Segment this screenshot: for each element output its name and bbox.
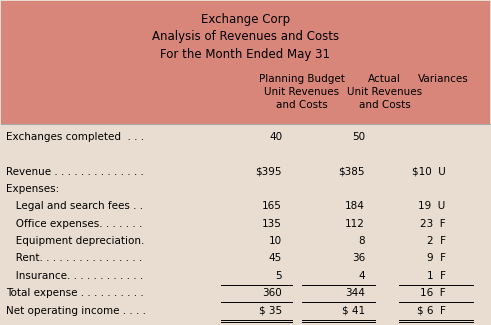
Text: 19  U: 19 U <box>418 202 446 211</box>
Text: Exchange Corp: Exchange Corp <box>201 13 290 26</box>
FancyBboxPatch shape <box>1 1 490 124</box>
Text: 16  F: 16 F <box>420 288 446 298</box>
Text: 45: 45 <box>269 254 282 264</box>
Text: Rent. . . . . . . . . . . . . . . .: Rent. . . . . . . . . . . . . . . . <box>6 254 142 264</box>
Text: 23  F: 23 F <box>420 219 446 229</box>
Text: Insurance. . . . . . . . . . . .: Insurance. . . . . . . . . . . . <box>6 271 143 281</box>
Text: $385: $385 <box>339 167 365 176</box>
Text: Analysis of Revenues and Costs: Analysis of Revenues and Costs <box>152 31 339 44</box>
Text: Variances: Variances <box>418 74 468 84</box>
Text: $ 35: $ 35 <box>259 306 282 316</box>
Text: 50: 50 <box>352 132 365 142</box>
Text: Revenue . . . . . . . . . . . . . .: Revenue . . . . . . . . . . . . . . <box>6 167 144 176</box>
Text: $395: $395 <box>256 167 282 176</box>
Text: 10: 10 <box>269 236 282 246</box>
Text: Total expense . . . . . . . . . .: Total expense . . . . . . . . . . <box>6 288 144 298</box>
Text: Equipment depreciation.: Equipment depreciation. <box>6 236 145 246</box>
Text: 4: 4 <box>358 271 365 281</box>
Text: 8: 8 <box>358 236 365 246</box>
Text: 5: 5 <box>275 271 282 281</box>
Text: Planning Budget
Unit Revenues
and Costs: Planning Budget Unit Revenues and Costs <box>259 74 345 110</box>
Text: 184: 184 <box>345 202 365 211</box>
Text: 36: 36 <box>352 254 365 264</box>
Text: Exchanges completed  . . .: Exchanges completed . . . <box>6 132 144 142</box>
Text: 40: 40 <box>269 132 282 142</box>
Text: $ 6  F: $ 6 F <box>417 306 446 316</box>
Text: $ 41: $ 41 <box>342 306 365 316</box>
Text: Office expenses. . . . . . .: Office expenses. . . . . . . <box>6 219 143 229</box>
Text: 112: 112 <box>345 219 365 229</box>
Text: 135: 135 <box>262 219 282 229</box>
Text: 165: 165 <box>262 202 282 211</box>
Text: 344: 344 <box>345 288 365 298</box>
Text: $10  U: $10 U <box>412 167 446 176</box>
Text: Actual
Unit Revenues
and Costs: Actual Unit Revenues and Costs <box>347 74 422 110</box>
Text: Expenses:: Expenses: <box>6 184 59 194</box>
Text: Legal and search fees . .: Legal and search fees . . <box>6 202 143 211</box>
Text: Net operating income . . . .: Net operating income . . . . <box>6 306 146 316</box>
Text: 360: 360 <box>262 288 282 298</box>
Text: 9  F: 9 F <box>427 254 446 264</box>
Text: 1  F: 1 F <box>427 271 446 281</box>
Text: For the Month Ended May 31: For the Month Ended May 31 <box>161 48 330 61</box>
Text: 2  F: 2 F <box>427 236 446 246</box>
